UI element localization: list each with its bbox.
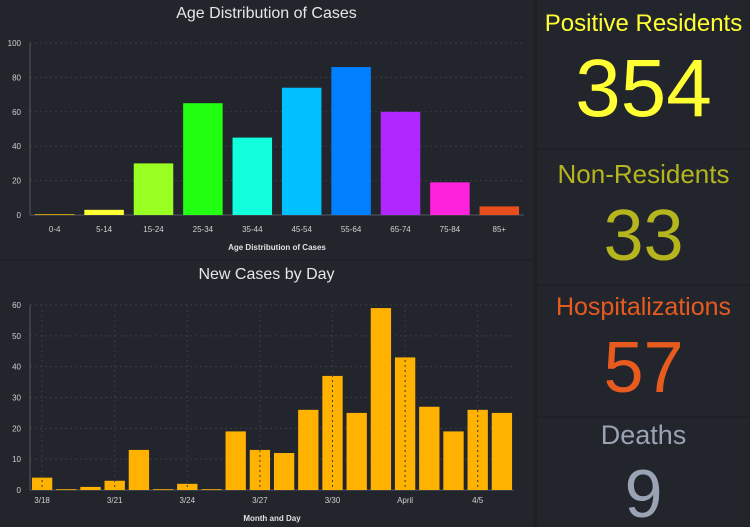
non-residents-value: 33: [603, 196, 684, 276]
bar: [249, 449, 271, 490]
x-axis-title: Month and Day: [243, 514, 301, 523]
bar: [430, 182, 470, 215]
positive-residents-label: Positive Residents: [544, 10, 743, 37]
non-residents-card: Non-Residents 33: [537, 150, 750, 284]
deaths-card: Deaths 9: [537, 418, 750, 527]
x-tick-label: 75-84: [440, 225, 461, 234]
x-tick-label: 35-44: [242, 225, 263, 234]
bar: [31, 477, 53, 490]
bar: [84, 209, 124, 215]
x-tick-label: April: [397, 496, 413, 505]
bar: [281, 87, 322, 215]
hospitalizations-value: 57: [603, 328, 684, 408]
x-tick-label: 3/21: [107, 496, 123, 505]
bar: [322, 375, 343, 490]
new-cases-chart: 0 10 20 30 40 50 60 3/18 3/21 3/24 3/27 3/30 April 4/…: [12, 301, 514, 523]
bar: [273, 453, 295, 490]
bar: [370, 308, 392, 490]
deaths-label: Deaths: [600, 420, 687, 450]
bar: [491, 412, 513, 490]
y-tick-label: 40: [12, 142, 21, 151]
x-tick-label: 25-34: [193, 225, 214, 234]
bar: [80, 486, 101, 490]
bar: [128, 449, 150, 490]
x-tick-label: 45-54: [291, 225, 312, 234]
y-tick-label: 60: [12, 301, 21, 310]
y-tick-label: 100: [8, 39, 22, 48]
x-tick-label: 65-74: [390, 225, 411, 234]
y-tick-label: 80: [12, 73, 21, 82]
bar: [467, 409, 488, 490]
x-tick-label: 0-4: [49, 225, 61, 234]
bar: [443, 431, 464, 490]
x-tick-label: 4/5: [472, 496, 484, 505]
bar: [298, 409, 319, 490]
y-tick-label: 10: [12, 455, 21, 464]
hospitalizations-label: Hospitalizations: [555, 293, 732, 321]
deaths-value: 9: [624, 456, 663, 527]
bar: [380, 111, 421, 215]
y-tick-label: 0: [17, 486, 22, 495]
positive-residents-card: Positive Residents 354: [537, 0, 750, 148]
x-axis-title: Age Distribution of Cases: [228, 243, 326, 252]
y-tick-label: 20: [12, 424, 21, 433]
new-cases-panel: New Cases by Day 0 10 20 30 40 50 60 3/18 3/21 3/…: [0, 261, 533, 527]
x-tick-label: 15-24: [143, 225, 164, 234]
age-chart-title: Age Distribution of Cases: [176, 5, 357, 22]
y-tick-label: 60: [12, 108, 21, 117]
age-distribution-panel: Age Distribution of Cases 0 20 40 60 80 100 0-…: [0, 0, 533, 259]
y-tick-label: 30: [12, 394, 21, 403]
y-tick-label: 20: [12, 177, 21, 186]
x-tick-label: 3/30: [325, 496, 341, 505]
bar: [331, 67, 371, 215]
daily-chart-title: New Cases by Day: [198, 266, 335, 283]
bar: [34, 214, 75, 215]
x-tick-label: 3/18: [34, 496, 50, 505]
non-residents-label: Non-Residents: [557, 159, 730, 189]
bar: [232, 137, 273, 215]
bar: [152, 489, 174, 490]
bar: [133, 163, 174, 215]
bar: [394, 357, 416, 490]
y-tick-label: 50: [12, 332, 21, 341]
bar: [225, 431, 246, 490]
x-tick-label: 85+: [493, 225, 507, 234]
bar: [479, 206, 520, 215]
x-tick-label: 3/27: [252, 496, 268, 505]
hospitalizations-card: Hospitalizations 57: [537, 286, 750, 416]
y-tick-label: 40: [12, 363, 21, 372]
x-tick-label: 55-64: [341, 225, 362, 234]
x-tick-label: 3/24: [180, 496, 196, 505]
bar: [183, 103, 223, 215]
x-tick-label: 5-14: [96, 225, 113, 234]
bar: [419, 406, 440, 490]
bar: [201, 489, 222, 490]
bar: [346, 412, 367, 490]
age-distribution-chart: 0 20 40 60 80 100 0-4 5-14 15-24 25-34 35-44 45-54 5…: [8, 39, 524, 252]
y-tick-label: 0: [17, 211, 22, 220]
bar: [56, 489, 77, 490]
positive-residents-value: 354: [575, 43, 712, 134]
